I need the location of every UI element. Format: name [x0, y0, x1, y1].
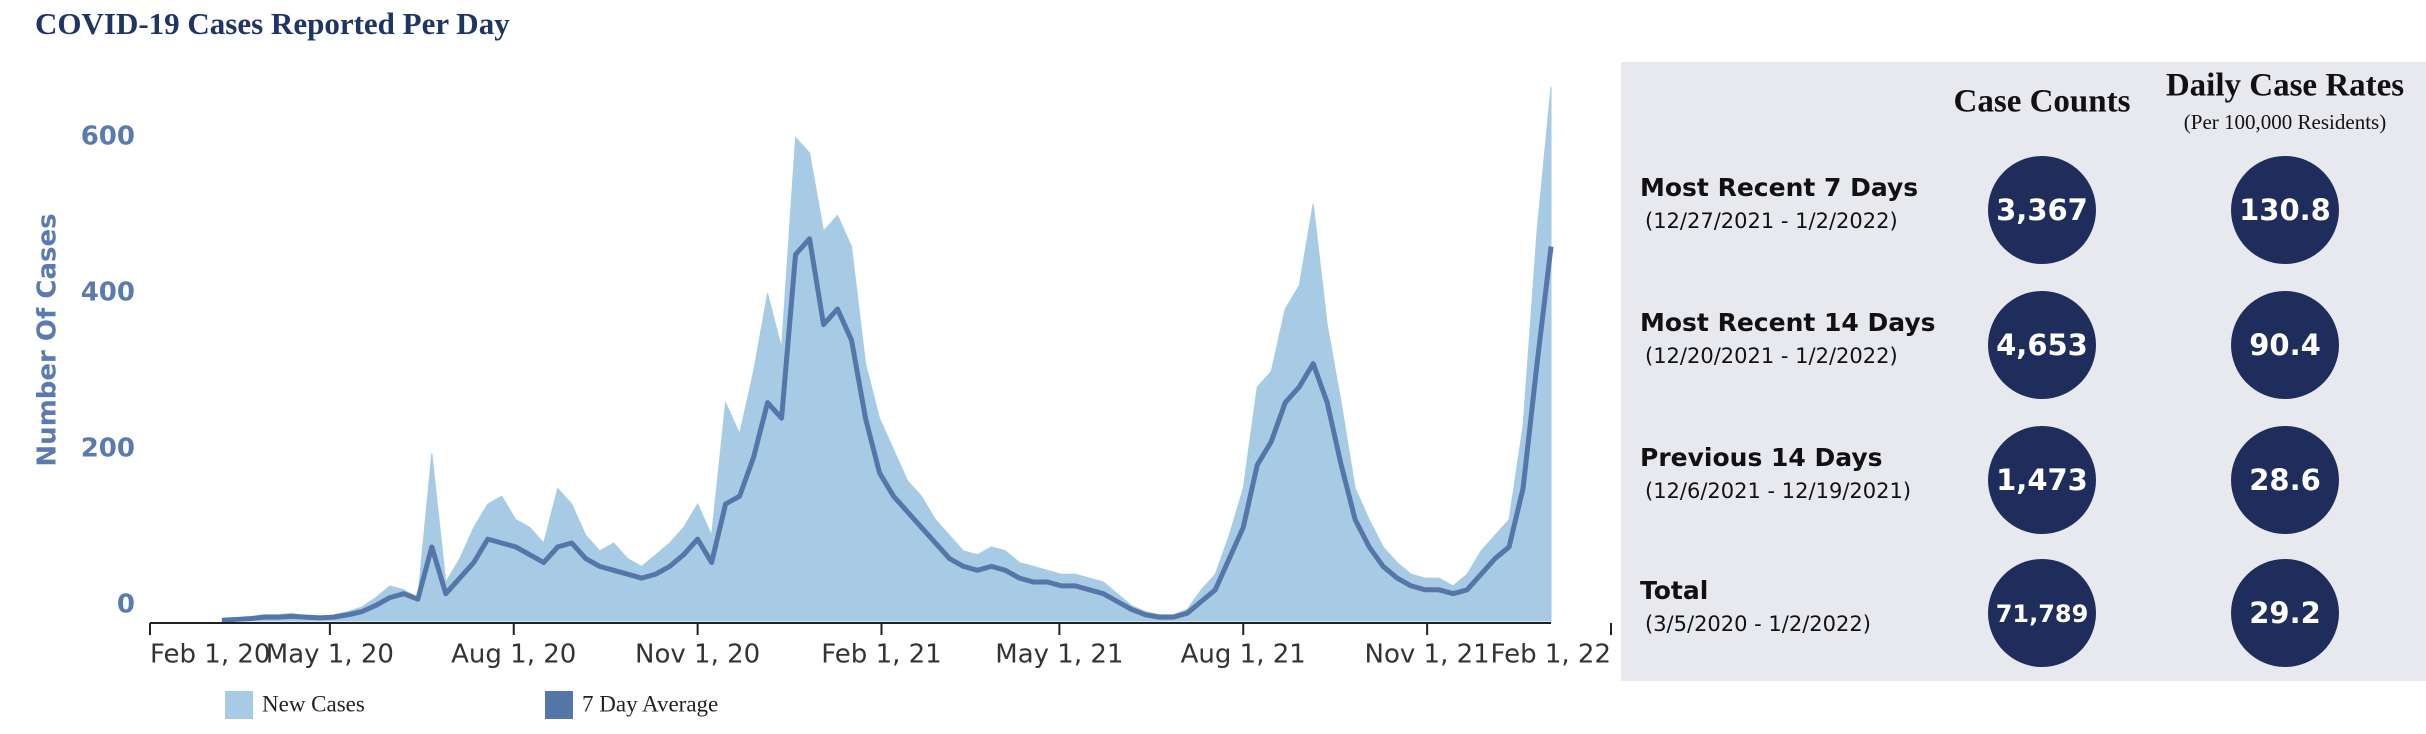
- row-label: Most Recent 7 Days: [1640, 173, 1918, 202]
- rate-badge: [2231, 559, 2339, 667]
- legend-swatch: [225, 691, 253, 719]
- row-range: (3/5/2020 - 1/2/2022): [1645, 612, 1871, 636]
- new-cases-area: [221, 86, 1552, 622]
- header-rates: Daily Case Rates: [2166, 68, 2404, 104]
- rate-badge: [2231, 426, 2339, 534]
- x-tick-label: Aug 1, 20: [451, 640, 576, 670]
- row-label: Previous 14 Days: [1640, 443, 1883, 472]
- row-label: Most Recent 14 Days: [1640, 308, 1936, 337]
- x-tick-label: Nov 1, 20: [635, 640, 760, 670]
- average-line: [221, 236, 1554, 623]
- x-tick-label: May 1, 20: [266, 640, 394, 670]
- rate-value: 90.4: [2249, 328, 2321, 362]
- header-counts: Case Counts: [1954, 84, 2131, 120]
- rate-value: 130.8: [2239, 193, 2331, 227]
- count-badge: [1988, 559, 2096, 667]
- row-label: Total: [1640, 576, 1708, 605]
- rate-badge: [2231, 156, 2339, 264]
- rate-value: 28.6: [2249, 463, 2321, 497]
- x-tick-label: Feb 1, 21: [821, 640, 941, 670]
- header-rates-note: (Per 100,000 Residents): [2184, 110, 2386, 134]
- count-badge: [1988, 426, 2096, 534]
- y-tick-label: 400: [81, 278, 135, 308]
- row-range: (12/27/2021 - 1/2/2022): [1645, 209, 1898, 233]
- count-badge: [1988, 156, 2096, 264]
- chart-title: COVID-19 Cases Reported Per Day: [35, 6, 510, 41]
- x-tick-label: May 1, 21: [995, 640, 1123, 670]
- x-tick-label: Feb 1, 20: [150, 640, 270, 670]
- x-tick-label: Feb 1, 22: [1491, 640, 1611, 670]
- count-value: 71,789: [1996, 600, 2089, 628]
- count-badge: [1988, 291, 2096, 399]
- x-tick-label: Aug 1, 21: [1181, 640, 1306, 670]
- y-tick-label: 0: [117, 590, 135, 620]
- legend-label: 7 Day Average: [582, 691, 718, 716]
- count-value: 1,473: [1996, 463, 2088, 497]
- rate-badge: [2231, 291, 2339, 399]
- rate-value: 29.2: [2249, 596, 2321, 630]
- y-axis-label: Number Of Cases: [33, 213, 63, 466]
- y-tick-label: 200: [81, 434, 135, 464]
- count-value: 4,653: [1996, 328, 2088, 362]
- row-range: (12/6/2021 - 12/19/2021): [1645, 479, 1911, 503]
- y-tick-label: 600: [81, 122, 135, 152]
- x-tick-label: Nov 1, 21: [1365, 640, 1490, 670]
- row-range: (12/20/2021 - 1/2/2022): [1645, 344, 1898, 368]
- legend-label: New Cases: [262, 691, 365, 716]
- legend-swatch: [545, 691, 573, 719]
- count-value: 3,367: [1996, 193, 2088, 227]
